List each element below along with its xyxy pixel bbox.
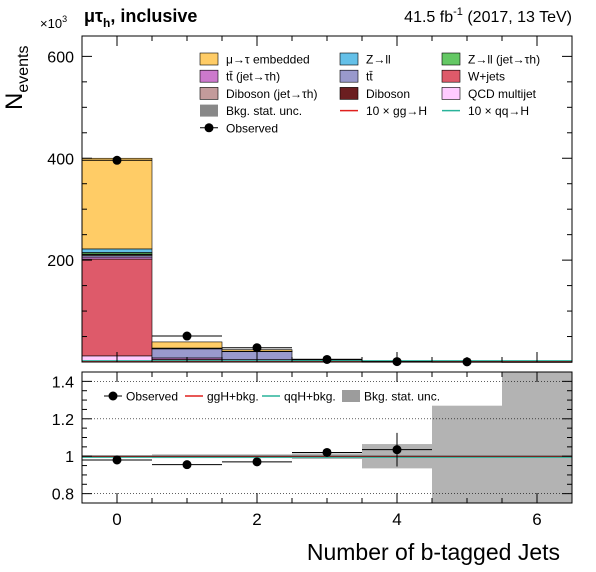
observed-point <box>322 354 332 364</box>
stack-bar <box>151 341 223 349</box>
x-tick-label: 0 <box>112 510 121 529</box>
x-tick-label: 2 <box>252 510 261 529</box>
unc-band <box>432 405 502 503</box>
legend-swatch <box>339 52 359 66</box>
legend-label: QCD multijet <box>468 87 537 101</box>
legend-label: tt̄ (jet→τh) <box>226 70 280 84</box>
ratio-y-tick-label: 1.2 <box>52 412 74 429</box>
ratio-panel: 0.8 1 1.2 1.4 0 2 4 6 Observed ggH+bkg. qqH+bkg. Bk… <box>52 371 573 529</box>
ratio-point <box>182 460 192 470</box>
legend-swatch <box>199 87 219 100</box>
legend-label: Diboson (jet→τh) <box>226 87 317 101</box>
legend-label: W+jets <box>468 70 505 84</box>
ratio-legend-label: Bkg. stat. unc. <box>364 390 440 404</box>
unc-band <box>502 372 572 503</box>
legend-label: Diboson <box>366 87 410 101</box>
legend-label: 10 × gg→H <box>366 104 427 118</box>
legend-label: Observed <box>226 121 278 135</box>
ratio-point <box>322 447 332 457</box>
ratio-y-tick-label: 1 <box>65 449 74 466</box>
legend-swatch <box>199 52 219 66</box>
legend-label: tt̄ <box>366 70 373 84</box>
legend-label: 10 × qq→H <box>468 104 529 118</box>
ratio-legend-swatch <box>342 390 360 402</box>
legend-label: μ→τ embedded <box>226 53 310 67</box>
main-panel: 200 400 600 μ→τ embedded Z→ll Z→ll (jet→τh) tt… <box>47 35 573 367</box>
ratio-point <box>252 457 262 467</box>
legend-swatch <box>200 104 218 117</box>
observed-point <box>462 357 472 367</box>
legend-label: Bkg. stat. unc. <box>226 104 302 118</box>
ratio-point <box>392 445 402 455</box>
observed-point <box>252 343 262 353</box>
ratio-legend-label: qqH+bkg. <box>284 390 336 404</box>
x-axis-label: Number of b-tagged Jets <box>307 539 560 565</box>
main-frame <box>81 35 573 363</box>
observed-point <box>112 155 122 165</box>
legend-marker <box>204 123 214 133</box>
legend-label: Z→ll <box>366 53 391 67</box>
observed-point <box>182 331 192 341</box>
y-tick-label: 600 <box>47 49 74 66</box>
legend-label: Z→ll (jet→τh) <box>468 53 540 67</box>
legend-swatch <box>339 69 359 83</box>
stack-bar <box>151 348 223 359</box>
ratio-y-tick-label: 1.4 <box>52 374 74 391</box>
ratio-legend-label: ggH+bkg. <box>207 390 259 404</box>
ratio-y-tick-label: 0.8 <box>52 487 74 504</box>
stack-bar <box>81 248 153 253</box>
observed-point <box>392 357 402 367</box>
ratio-point <box>112 455 122 465</box>
legend-swatch <box>441 87 461 100</box>
channel-label: μτh, inclusive <box>84 6 197 30</box>
lumi-label: 41.5 fb-1 (2017, 13 TeV) <box>404 6 572 26</box>
ratio-legend-label: Observed <box>126 390 178 404</box>
ratio-legend-marker <box>108 391 118 401</box>
stack-bar <box>81 157 153 250</box>
y-tick-label: 200 <box>47 253 74 270</box>
legend-swatch <box>339 87 359 100</box>
x-tick-label: 4 <box>392 510 401 529</box>
y-scale-factor: ×103 <box>40 14 67 31</box>
main-y-axis-label: Nevents <box>1 46 32 110</box>
y-tick-label: 400 <box>47 151 74 168</box>
legend-swatch <box>199 69 219 83</box>
stack-bar <box>81 258 153 357</box>
x-tick-label: 6 <box>532 510 541 529</box>
legend-swatch <box>441 69 461 83</box>
legend-swatch <box>441 52 461 66</box>
stack-bar <box>81 256 153 260</box>
